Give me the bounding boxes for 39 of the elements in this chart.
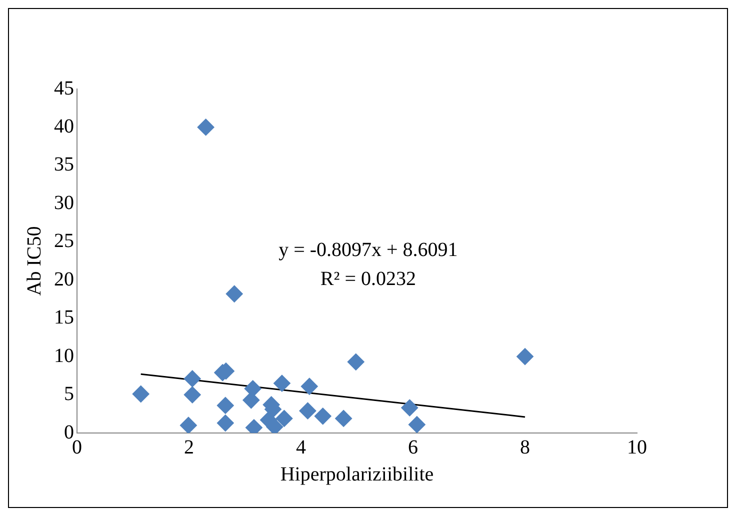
point bbox=[184, 370, 201, 388]
point bbox=[226, 285, 243, 302]
point bbox=[299, 402, 316, 420]
annotation: R² = 0.0232 bbox=[320, 268, 416, 290]
x-tick-label: 4 bbox=[296, 436, 306, 458]
annotation: y = -0.8097x + 8.6091 bbox=[278, 238, 458, 261]
point bbox=[216, 396, 234, 414]
point bbox=[197, 118, 214, 136]
point bbox=[276, 410, 293, 427]
point bbox=[244, 380, 262, 398]
point bbox=[273, 374, 290, 392]
point bbox=[408, 416, 426, 433]
x-tick-label: 2 bbox=[184, 436, 194, 458]
point bbox=[300, 378, 318, 395]
y-tick-label: 5 bbox=[64, 383, 74, 406]
x-tick-label: 6 bbox=[408, 436, 418, 458]
point bbox=[216, 414, 234, 432]
point bbox=[266, 418, 284, 433]
x-tick-label: 8 bbox=[520, 436, 530, 458]
y-tick-label: 0 bbox=[64, 421, 74, 444]
x-axis-title: Hiperpolariziibilite bbox=[280, 463, 434, 486]
y-tick-label: 25 bbox=[54, 230, 74, 252]
y-tick-label: 35 bbox=[54, 154, 74, 176]
y-tick-label: 10 bbox=[54, 344, 74, 367]
point bbox=[180, 416, 197, 433]
point bbox=[401, 399, 418, 416]
point bbox=[132, 386, 150, 403]
point bbox=[347, 353, 364, 370]
point bbox=[314, 408, 332, 425]
y-tick-label: 45 bbox=[54, 77, 74, 100]
point bbox=[516, 348, 534, 366]
x-tick-label: 10 bbox=[627, 436, 647, 458]
y-axis-title: Ab IC50 bbox=[23, 226, 46, 296]
point bbox=[184, 386, 201, 404]
y-tick-label: 40 bbox=[54, 115, 74, 138]
y-tick-label: 20 bbox=[54, 268, 74, 290]
y-tick-label: 30 bbox=[54, 192, 74, 214]
y-tick-label: 15 bbox=[54, 306, 74, 329]
point bbox=[335, 410, 352, 427]
